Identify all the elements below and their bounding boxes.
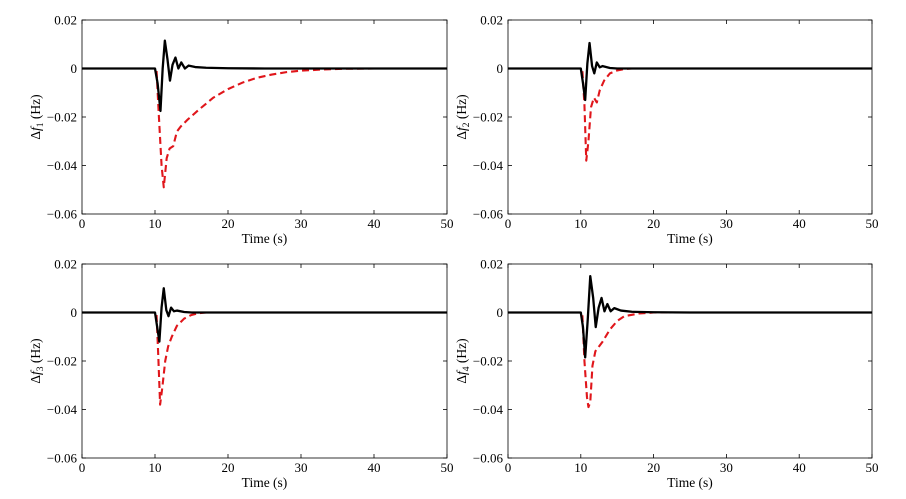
y-tick-label: −0.04 — [473, 402, 504, 417]
axes-frame — [81, 19, 448, 215]
series-red-dashed — [508, 67, 872, 162]
y-label-unit: (Hz) — [28, 338, 43, 366]
x-tick-label: 30 — [295, 216, 308, 231]
y-tick-label: 0.02 — [480, 257, 503, 272]
y-label-delta: Δ — [454, 375, 469, 384]
y-label-delta: Δ — [454, 131, 469, 140]
y-label-subscript: 4 — [462, 366, 472, 371]
y-label-unit: (Hz) — [28, 94, 43, 122]
y-label-delta: Δ — [28, 375, 43, 384]
x-axis-label: Time (s) — [242, 231, 288, 246]
x-tick-label: 50 — [441, 460, 454, 475]
series-black-solid — [82, 287, 447, 343]
series-black-solid — [508, 41, 872, 102]
x-tick-label: 0 — [505, 216, 512, 231]
y-tick-label: 0 — [497, 61, 504, 76]
y-label-subscript: 2 — [462, 122, 472, 127]
x-tick-label: 30 — [720, 216, 733, 231]
y-label-subscript: 3 — [36, 366, 46, 371]
y-label-var: f — [454, 369, 469, 375]
y-label-subscript: 1 — [36, 122, 46, 127]
x-tick-label: 0 — [79, 216, 86, 231]
y-label-unit: (Hz) — [454, 338, 469, 366]
x-tick-label: 20 — [222, 216, 235, 231]
x-axis-label: Time (s) — [667, 231, 713, 246]
x-tick-label: 10 — [574, 460, 587, 475]
series-black-solid — [508, 274, 872, 359]
series-red-dashed — [508, 311, 872, 409]
y-axis-label: Δf2 (Hz) — [454, 94, 472, 139]
x-tick-label: 50 — [866, 216, 879, 231]
y-tick-label: 0.02 — [480, 13, 503, 28]
x-tick-label: 40 — [368, 460, 381, 475]
x-tick-label: 20 — [647, 216, 660, 231]
x-tick-label: 10 — [149, 460, 162, 475]
y-tick-label: 0 — [497, 305, 504, 320]
y-label-var: f — [28, 369, 43, 375]
axes-frame — [507, 19, 873, 215]
series-black-solid — [82, 39, 447, 113]
y-tick-label: −0.04 — [47, 402, 78, 417]
x-tick-label: 0 — [79, 460, 86, 475]
y-tick-label: −0.04 — [473, 158, 504, 173]
x-tick-label: 40 — [368, 216, 381, 231]
y-tick-label: 0 — [71, 61, 78, 76]
subplot-3: 0 10 20 30 40 50 −0.06 −0.04 −0.02 0 0.02 Time (s) Δ… — [28, 257, 454, 491]
x-tick-label: 40 — [793, 460, 806, 475]
y-label-unit: (Hz) — [454, 94, 469, 122]
y-tick-label: −0.06 — [473, 207, 504, 222]
y-tick-label: −0.04 — [47, 158, 78, 173]
y-label-var: f — [28, 125, 43, 131]
x-tick-label: 50 — [866, 460, 879, 475]
y-tick-label: −0.02 — [47, 110, 77, 125]
x-tick-label: 10 — [574, 216, 587, 231]
y-tick-label: 0.02 — [54, 13, 77, 28]
x-tick-label: 40 — [793, 216, 806, 231]
x-tick-label: 30 — [720, 460, 733, 475]
x-tick-label: 50 — [441, 216, 454, 231]
y-tick-label: −0.06 — [47, 451, 78, 466]
y-axis-label: Δf3 (Hz) — [28, 338, 46, 383]
y-tick-label: −0.06 — [47, 207, 78, 222]
x-tick-label: 0 — [505, 460, 512, 475]
x-tick-label: 20 — [647, 460, 660, 475]
subplot-4: 0 10 20 30 40 50 −0.06 −0.04 −0.02 0 0.02 Time (s) Δ… — [454, 257, 879, 491]
subplot-2: 0 10 20 30 40 50 −0.06 −0.04 −0.02 0 0.02 Time (s) Δ… — [454, 13, 879, 247]
y-tick-label: −0.02 — [473, 354, 503, 369]
y-axis-label: Δf4 (Hz) — [454, 338, 472, 383]
y-tick-label: −0.02 — [47, 354, 77, 369]
y-tick-label: 0.02 — [54, 257, 77, 272]
x-axis-label: Time (s) — [242, 475, 288, 490]
series-red-dashed — [82, 311, 447, 406]
x-tick-label: 10 — [149, 216, 162, 231]
axes-frame — [81, 263, 448, 459]
x-tick-label: 30 — [295, 460, 308, 475]
y-axis-label: Δf1 (Hz) — [28, 94, 46, 139]
y-tick-label: 0 — [71, 305, 78, 320]
y-tick-label: −0.02 — [473, 110, 503, 125]
series-red-dashed — [82, 67, 447, 189]
x-tick-label: 20 — [222, 460, 235, 475]
subplot-1: 0 10 20 30 40 50 −0.06 −0.04 −0.02 0 0.02 Time (s) Δ… — [28, 13, 454, 247]
y-label-var: f — [454, 125, 469, 131]
y-tick-label: −0.06 — [473, 451, 504, 466]
x-axis-label: Time (s) — [667, 475, 713, 490]
y-label-delta: Δ — [28, 131, 43, 140]
axes-frame — [507, 263, 873, 459]
